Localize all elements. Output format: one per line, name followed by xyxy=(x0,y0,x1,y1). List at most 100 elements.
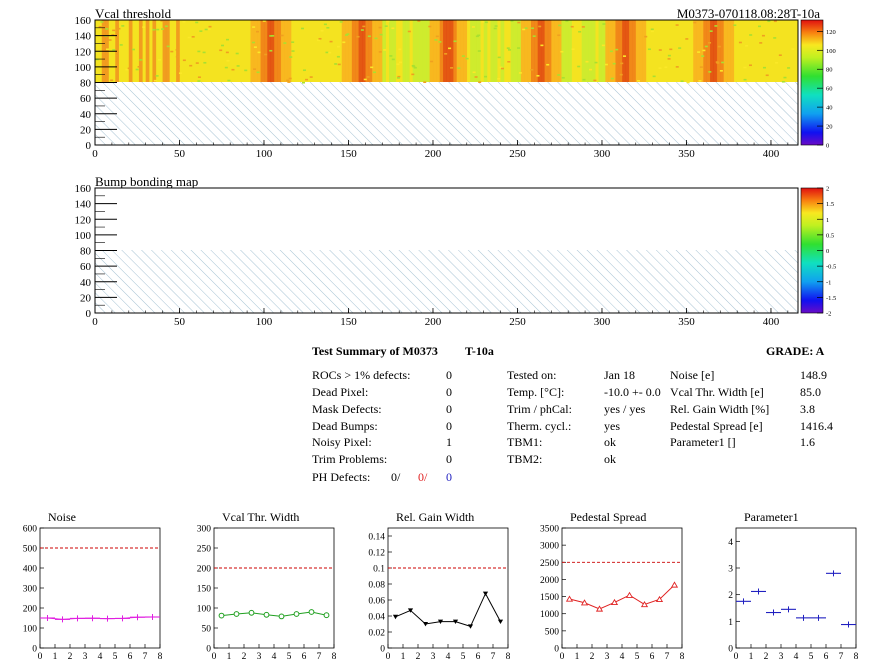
map1-heat-column xyxy=(581,20,586,82)
map1-heat-pixel xyxy=(484,75,488,78)
map1-heat-column xyxy=(632,20,637,82)
map1-heat-column xyxy=(615,20,620,82)
map1-ytick-label: 40 xyxy=(80,109,92,121)
small-chart-xtick-label: 6 xyxy=(824,652,829,662)
map1-heat-pixel xyxy=(253,46,257,48)
map1-heat-pixel xyxy=(396,77,400,79)
map1-heat-pixel xyxy=(743,66,747,69)
map1-heat-column xyxy=(375,20,380,82)
map1-heat-pixel xyxy=(219,49,223,52)
small-chart-xtick-label: 1 xyxy=(227,652,232,662)
map1-heat-column xyxy=(693,20,697,82)
map1-heat-pixel xyxy=(477,50,481,52)
map1-heat-column xyxy=(267,20,272,82)
small-chart-point xyxy=(595,605,604,612)
map1-heat-column xyxy=(372,20,376,82)
map1-heat-column xyxy=(432,20,437,82)
map1-heat-pixel xyxy=(337,63,341,66)
map1-ytick-label: 60 xyxy=(80,93,92,105)
small-chart-ytick-label: 2 xyxy=(728,591,733,601)
map1-heat-pixel xyxy=(762,66,766,69)
map1-heat-pixel xyxy=(378,51,382,53)
map1-heat-pixel xyxy=(709,30,713,32)
map1-heat-pixel xyxy=(291,50,295,52)
map1-heat-pixel xyxy=(680,80,684,83)
map1-heat-pixel xyxy=(119,44,123,46)
small-chart-point xyxy=(497,619,504,624)
map1-heat-column xyxy=(541,20,545,82)
map1-heat-pixel xyxy=(336,45,340,48)
map1-heat-pixel xyxy=(560,50,564,53)
map1-heat-pixel xyxy=(565,20,569,22)
map1-heat-pixel xyxy=(95,58,99,61)
map1-heat-column xyxy=(355,20,359,82)
map1-xtick-label: 150 xyxy=(340,148,357,160)
small-chart-xtick-label: 3 xyxy=(257,652,262,662)
map1-heat-pixel xyxy=(536,74,540,77)
map1-heat-pixel xyxy=(733,24,737,27)
small-chart-point xyxy=(218,612,225,619)
map1-heat-pixel xyxy=(257,51,261,54)
small-chart-point xyxy=(233,611,240,617)
map1-heat-pixel xyxy=(658,49,662,51)
map1-heat-pixel xyxy=(112,29,116,32)
map1-heat-pixel xyxy=(497,56,501,59)
right-label-0: Noise [e] xyxy=(670,368,715,382)
right-value-4: 1.6 xyxy=(800,435,815,449)
map1-heat-pixel xyxy=(339,21,343,23)
map1-heat-column xyxy=(341,20,346,82)
map1-heat-pixel xyxy=(773,20,777,23)
map1-heat-pixel xyxy=(372,71,376,74)
map1-heat-column xyxy=(520,20,525,82)
map1-heat-pixel xyxy=(714,25,718,27)
small-chart-ytick-label: 50 xyxy=(202,625,212,635)
map1-heat-column xyxy=(270,20,275,82)
map1-heat-column xyxy=(392,20,397,82)
map1-heat-pixel xyxy=(697,51,701,53)
map1-heat-pixel xyxy=(622,55,626,57)
map2-ytick-label: 40 xyxy=(80,277,92,289)
map1-heat-column xyxy=(544,20,549,82)
small-chart-xtick-label: 4 xyxy=(272,652,277,662)
map2-palette-tick-label: 2 xyxy=(826,186,829,193)
small-chart-xtick-label: 0 xyxy=(386,652,391,662)
left-value-1: 0 xyxy=(446,385,452,399)
map2-palette-tick-label: -1.5 xyxy=(826,295,836,302)
small-chart-ytick-label: 1000 xyxy=(540,610,559,620)
small-chart-ytick-label: 600 xyxy=(23,525,38,535)
small-chart-xtick-label: 2 xyxy=(590,652,595,662)
map1-heat-pixel xyxy=(262,20,266,22)
small-chart-xtick-label: 8 xyxy=(854,652,859,662)
small-chart-ytick-label: 400 xyxy=(23,565,38,575)
map1-heat-column xyxy=(429,20,434,82)
map1-heat-pixel xyxy=(434,39,438,41)
map1-heat-pixel xyxy=(715,61,719,63)
map2-palette-ticks: -2 -1.5 -1 -0.5 0 0.5 1 1.5 2 xyxy=(817,186,836,318)
map1-heat-column xyxy=(720,20,724,82)
map1-heat-column xyxy=(530,20,535,82)
small-chart-xtick-label: 4 xyxy=(446,652,451,662)
map1-xtick-label: 250 xyxy=(509,148,526,160)
map1-heat-pixel xyxy=(235,52,239,55)
small-chart-ytick-label: 200 xyxy=(23,605,38,615)
map1-heat-column xyxy=(500,20,505,82)
map1-heat-pixel xyxy=(577,65,581,68)
bump-bonding-map: Bump bonding map 0 50 100 150 200 250 300 350 40… xyxy=(75,174,837,328)
map1-heat-column xyxy=(439,20,444,82)
map1-heat-pixel xyxy=(717,45,721,48)
small-chart-xtick-label: 6 xyxy=(650,652,655,662)
map1-heat-column xyxy=(473,20,478,82)
small-chart-point xyxy=(407,608,414,613)
ph-defects-label: PH Defects: xyxy=(312,470,371,484)
map2-empty-region xyxy=(95,250,798,313)
map1-heat-pixel xyxy=(397,75,401,78)
map1-heat-pixel xyxy=(142,26,146,28)
small-chart-ytick-label: 3000 xyxy=(540,542,559,552)
map1-heat-pixel xyxy=(602,23,606,25)
map1-heat-pixel xyxy=(704,45,708,48)
small-chart-ytick-label: 3 xyxy=(728,565,733,575)
map1-heat-pixel xyxy=(517,21,521,24)
map1-heat-pixel xyxy=(362,25,366,28)
